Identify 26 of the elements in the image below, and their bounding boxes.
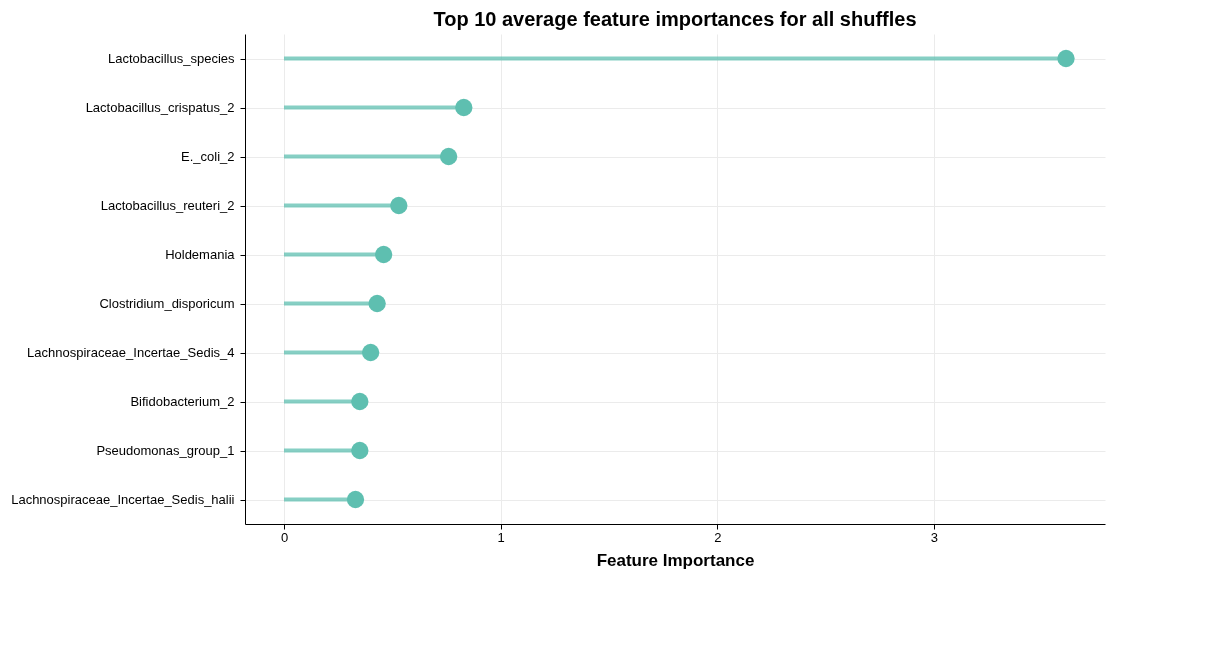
point bbox=[351, 392, 369, 411]
y-tick-label: Lachnospiraceae_Incertae_Sedis_4 bbox=[27, 345, 235, 360]
point bbox=[368, 294, 386, 313]
point bbox=[390, 196, 408, 215]
x-tick-label: 2 bbox=[714, 529, 722, 545]
point bbox=[351, 441, 369, 460]
point bbox=[374, 245, 393, 264]
x-tick-label: 1 bbox=[497, 529, 505, 545]
y-tick-label: Lactobacillus_species bbox=[108, 51, 235, 66]
point bbox=[455, 98, 473, 117]
y-tick-label: Bifidobacterium_2 bbox=[130, 394, 235, 409]
point bbox=[346, 490, 365, 509]
y-tick-label: E._coli_2 bbox=[181, 149, 235, 164]
x-axis-title: Feature Importance bbox=[596, 550, 755, 570]
point bbox=[1057, 49, 1075, 68]
point bbox=[439, 147, 458, 166]
y-tick-label: Lactobacillus_reuteri_2 bbox=[100, 198, 235, 213]
y-tick-label: Clostridium_disporicum bbox=[99, 296, 235, 311]
y-tick-label: Holdemania bbox=[165, 247, 236, 262]
chart-title: Top 10 average feature importances for all shuffles bbox=[433, 8, 917, 30]
y-tick-label: Lachnospiraceae_Incertae_Sedis_halii bbox=[11, 492, 235, 507]
point bbox=[361, 343, 380, 362]
y-tick-label: Pseudomonas_group_1 bbox=[96, 443, 235, 458]
y-tick-label: Lactobacillus_crispatus_2 bbox=[85, 100, 235, 115]
x-tick-label: 0 bbox=[280, 529, 289, 545]
x-tick-label: 3 bbox=[930, 529, 938, 545]
